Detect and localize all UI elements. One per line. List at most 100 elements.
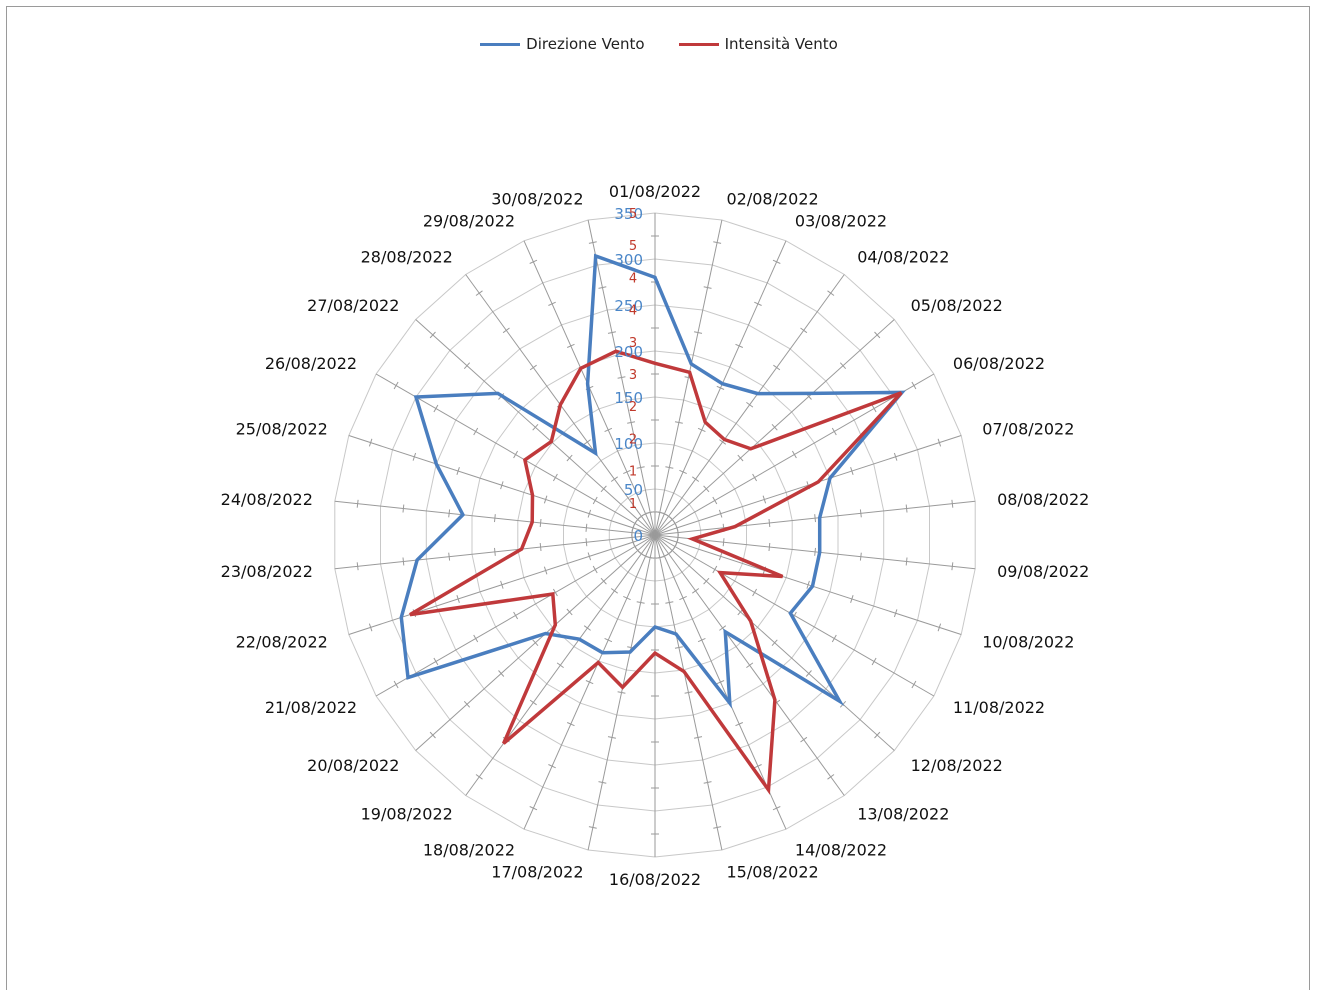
spoke-tick <box>500 580 504 589</box>
category-label: 11/08/2022 <box>953 698 1045 717</box>
spoke-tick <box>754 301 762 306</box>
spoke-tick <box>600 485 607 493</box>
spoke-tick <box>692 476 700 482</box>
category-label: 07/08/2022 <box>982 420 1074 439</box>
spoke-tick <box>393 680 399 689</box>
spoke-tick <box>831 634 837 643</box>
spoke-tick <box>806 580 810 589</box>
spoke-tick <box>433 404 439 413</box>
tick-label-direzione: 250 <box>614 297 643 315</box>
tick-label-intensita: 3 <box>629 336 637 351</box>
chart-frame: Direzione Vento Intensità Vento <box>6 6 1310 990</box>
tick-label-direzione: 50 <box>624 481 643 499</box>
spoke-tick <box>713 826 722 829</box>
series-line-direzione <box>399 253 906 709</box>
spoke-tick <box>604 427 613 433</box>
spoke-tick <box>356 499 359 508</box>
spoke-tick <box>859 509 862 518</box>
spoke-tick <box>693 736 703 739</box>
spoke-tick <box>617 691 626 694</box>
spoke-tick <box>874 731 881 739</box>
category-label: 04/08/2022 <box>857 248 949 267</box>
tick-label-intensita: 2 <box>629 400 637 415</box>
spoke-tick <box>368 623 373 632</box>
tick-label-intensita: 4 <box>629 271 637 286</box>
spoke-tick <box>871 404 877 413</box>
spoke-tick <box>752 588 758 597</box>
spoke-tick <box>684 691 693 694</box>
category-label: 09/08/2022 <box>997 562 1089 581</box>
spoke-tick <box>800 327 808 334</box>
category-label: 12/08/2022 <box>911 756 1003 775</box>
spoke-tick <box>494 547 496 556</box>
category-label: 14/08/2022 <box>795 840 887 859</box>
spoke-tick <box>548 301 556 306</box>
spoke-tick <box>905 557 908 566</box>
spoke-tick <box>607 331 617 334</box>
spoke-tick <box>513 450 519 459</box>
spoke-tick <box>513 611 519 620</box>
spoke-tick <box>646 511 655 514</box>
spoke-tick <box>754 764 762 769</box>
spoke-tick <box>874 331 881 339</box>
category-label: 16/08/2022 <box>609 870 701 889</box>
category-label: 10/08/2022 <box>982 632 1074 651</box>
spoke-tick <box>566 454 573 462</box>
category-label: 20/08/2022 <box>307 756 399 775</box>
spoke-tick <box>718 552 723 561</box>
category-label: 30/08/2022 <box>491 190 583 209</box>
spoke-tick <box>768 518 771 528</box>
spoke-tick <box>692 588 700 594</box>
spoke-tick <box>532 639 539 647</box>
spoke-tick <box>773 364 781 371</box>
spoke-tick <box>529 259 538 264</box>
spoke-tick <box>502 327 510 334</box>
category-label: 21/08/2022 <box>265 698 357 717</box>
spoke-tick <box>473 427 479 436</box>
legend-swatch-direzione <box>480 42 521 46</box>
spoke-tick <box>456 595 460 603</box>
spoke-tick <box>448 509 451 518</box>
spoke-tick <box>805 670 812 677</box>
spoke-tick <box>674 646 683 649</box>
spoke-tick <box>893 609 898 618</box>
category-label: 03/08/2022 <box>795 212 887 231</box>
spoke-tick <box>712 496 718 505</box>
spoke-tick <box>433 657 439 666</box>
spoke-tick <box>746 662 754 669</box>
spoke-tick <box>827 774 835 780</box>
spoke-tick <box>592 565 598 574</box>
spoke-tick <box>598 286 607 289</box>
tick-label-intensita: 5 <box>629 207 637 222</box>
spoke-tick <box>719 439 727 445</box>
category-label: 27/08/2022 <box>307 296 399 315</box>
tick-label-direzione: 150 <box>614 389 643 407</box>
spoke-tick <box>665 466 674 469</box>
spoke-tick <box>566 722 575 727</box>
spoke-tick <box>772 806 781 811</box>
spoke-tick <box>585 538 588 547</box>
spoke-tick <box>610 476 618 482</box>
tick-label-direzione: 0 <box>633 527 643 545</box>
spoke-tick <box>556 662 564 669</box>
category-label: 25/08/2022 <box>236 420 328 439</box>
spoke-tick <box>814 547 816 556</box>
spoke-tick <box>623 595 631 601</box>
spoke-tick <box>402 557 405 566</box>
tick-label-direzione: 200 <box>614 343 643 361</box>
tick-label-intensita: 3 <box>629 368 637 383</box>
tick-label-direzione: 350 <box>614 205 643 223</box>
spoke-tick <box>552 473 558 482</box>
spoke-tick <box>911 680 917 689</box>
spoke-tick <box>716 680 725 685</box>
tick-label-intensita: 2 <box>629 432 637 447</box>
spoke-tick <box>703 577 710 585</box>
spoke-tick <box>703 286 712 289</box>
tick-label-direzione: 100 <box>614 435 643 453</box>
spoke-tick <box>463 700 471 708</box>
spoke-tick <box>610 588 618 594</box>
spoke-tick <box>737 454 744 462</box>
spoke-tick <box>402 504 405 513</box>
spoke-tick <box>716 385 725 390</box>
spoke-tick <box>636 466 645 469</box>
